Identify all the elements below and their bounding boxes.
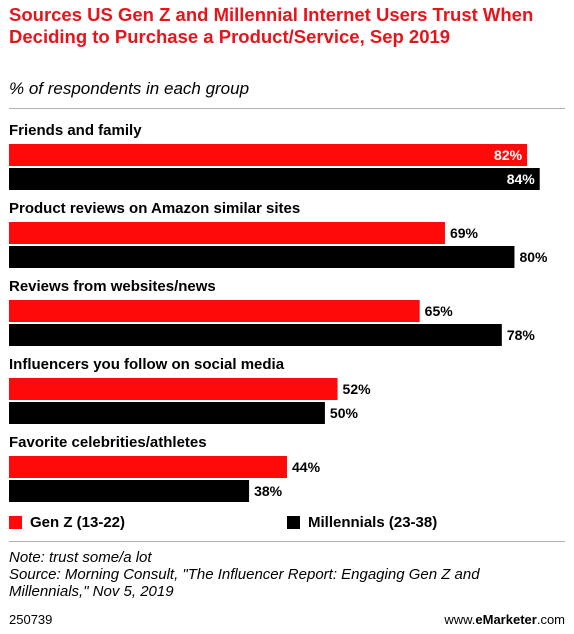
notes: Note: trust some/a lot Source: Morning C… xyxy=(9,549,480,600)
data-label: 65% xyxy=(425,303,454,319)
brand-prefix: www. xyxy=(444,612,476,627)
bar-genz xyxy=(9,222,445,244)
legend-item-genz: Gen Z (13-22) xyxy=(9,514,125,531)
bar-millennials xyxy=(9,168,540,190)
bar-millennials xyxy=(9,324,502,346)
legend-item-millennials: Millennials (23-38) xyxy=(287,514,437,531)
bar-millennials xyxy=(9,480,250,502)
bar-millennials xyxy=(9,246,515,268)
data-label: 69% xyxy=(450,225,479,241)
chart-subtitle: % of respondents in each group xyxy=(9,79,250,98)
bar-genz xyxy=(9,456,287,478)
data-label: 50% xyxy=(330,405,359,421)
category-label: Reviews from websites/news xyxy=(9,278,216,295)
bar-genz xyxy=(9,144,528,166)
legend-label-genz: Gen Z (13-22) xyxy=(30,514,126,531)
category-label: Favorite celebrities/athletes xyxy=(9,434,207,451)
bar-genz xyxy=(9,378,338,400)
category-label: Product reviews on Amazon similar sites xyxy=(9,200,300,217)
brand-suffix: .com xyxy=(536,612,565,627)
data-label: 84% xyxy=(507,171,536,187)
top-rule xyxy=(9,108,565,109)
data-label: 38% xyxy=(254,483,283,499)
chart-title: Sources US Gen Z and Millennial Internet… xyxy=(9,4,534,47)
category-label: Friends and family xyxy=(9,122,142,139)
source-line: Source: Morning Consult, "The Influencer… xyxy=(9,566,480,583)
bottom-rule xyxy=(9,541,565,542)
source-line-cont: Millennials," Nov 5, 2019 xyxy=(9,583,174,600)
legend-label-millennials: Millennials (23-38) xyxy=(308,514,438,531)
bar-genz xyxy=(9,300,420,322)
brand-link[interactable]: www.eMarketer.com xyxy=(444,612,565,627)
brand-name: eMarketer xyxy=(475,612,537,627)
data-label: 78% xyxy=(507,327,536,343)
data-label: 52% xyxy=(343,381,372,397)
data-label: 44% xyxy=(292,459,321,475)
bar-millennials xyxy=(9,402,325,424)
legend-swatch-millennials xyxy=(287,516,300,529)
chart-id: 250739 xyxy=(9,612,53,627)
bar-chart: Friends and family 82% 84% Product reviews … xyxy=(9,122,548,502)
data-label: 82% xyxy=(494,147,523,163)
category-label: Influencers you follow on social media xyxy=(9,356,285,373)
note-line: Note: trust some/a lot xyxy=(9,549,152,566)
legend-swatch-genz xyxy=(9,516,22,529)
data-label: 80% xyxy=(519,249,548,265)
